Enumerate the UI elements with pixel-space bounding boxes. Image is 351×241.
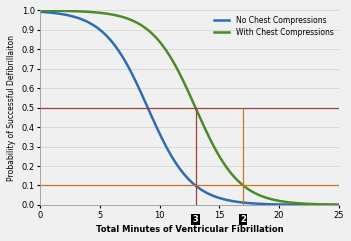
Line: With Chest Compressions: With Chest Compressions — [40, 11, 339, 205]
With Chest Compressions — [276, 199, 280, 202]
Text: 2: 2 — [240, 215, 246, 224]
No Chest Compressions — [159, 135, 163, 138]
With Chest Compressions — [159, 42, 163, 45]
With Chest Compressions — [38, 9, 42, 12]
With Chest Compressions — [271, 198, 275, 201]
Legend: No Chest Compressions, With Chest Compressions: No Chest Compressions, With Chest Compre… — [213, 14, 335, 38]
With Chest Compressions — [170, 58, 174, 61]
With Chest Compressions — [243, 186, 247, 188]
No Chest Compressions — [337, 203, 341, 206]
Y-axis label: Probability of Successful Defibrillaiton: Probability of Successful Defibrillaiton — [7, 35, 16, 181]
With Chest Compressions — [69, 10, 73, 13]
No Chest Compressions — [69, 14, 73, 17]
With Chest Compressions — [337, 203, 341, 206]
Text: 3: 3 — [193, 215, 198, 224]
X-axis label: Total Minutes of Ventricular Fibrillation: Total Minutes of Ventricular Fibrillatio… — [96, 225, 283, 234]
No Chest Compressions — [38, 10, 42, 13]
No Chest Compressions — [276, 203, 280, 206]
No Chest Compressions — [170, 155, 174, 158]
Line: No Chest Compressions: No Chest Compressions — [40, 12, 339, 205]
No Chest Compressions — [243, 201, 247, 204]
No Chest Compressions — [271, 203, 275, 206]
